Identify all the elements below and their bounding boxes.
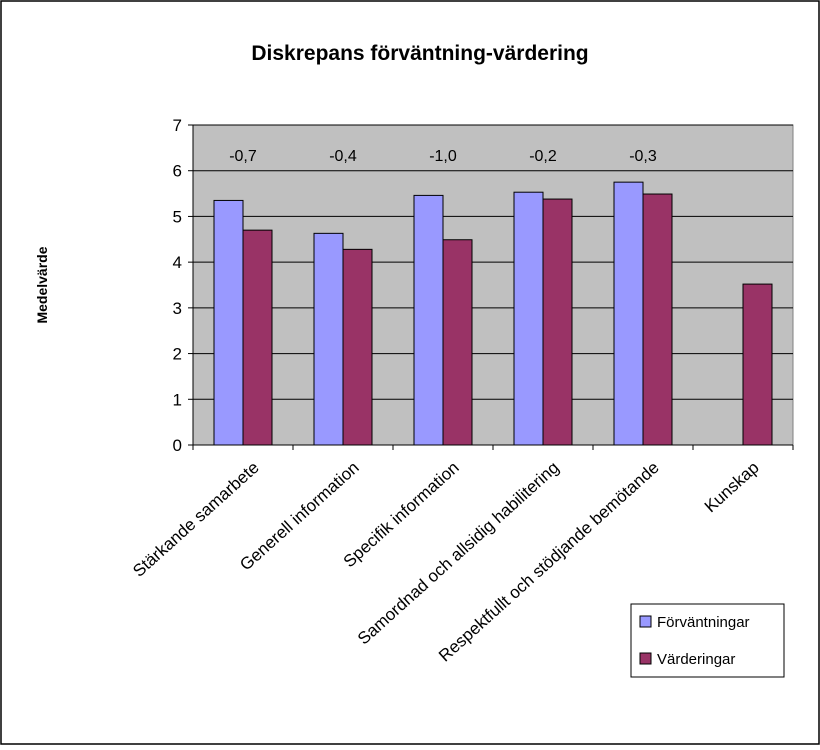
bar-forvantningar (213, 199, 244, 446)
y-tick-label: 2 (173, 345, 182, 364)
data-label-discrepancy: -0,3 (629, 148, 657, 165)
chart-title: Diskrepans förväntning-värdering (251, 42, 588, 65)
bar-forvantningar (513, 191, 544, 446)
bar-varderingar (442, 239, 473, 446)
y-tick-label: 6 (173, 162, 182, 181)
data-label-discrepancy: -0,2 (529, 148, 557, 165)
bar-varderingar (742, 283, 773, 446)
annotations: -0,7 -0,4 -1,0 -0,2 -0,3 (229, 148, 657, 165)
legend: Förväntningar Värderingar (630, 603, 785, 678)
legend-label-varderingar: Värderingar (657, 651, 735, 668)
axes (188, 124, 794, 450)
y-axis-label: Medelvärde (34, 246, 50, 323)
legend-swatch-varderingar (639, 652, 652, 665)
gridlines (193, 124, 793, 400)
y-tick-label: 7 (173, 116, 182, 135)
data-label-discrepancy: -1,0 (429, 148, 457, 165)
data-label-discrepancy: -0,4 (329, 148, 357, 165)
bar-forvantningar (413, 194, 444, 446)
legend-swatch-forvantningar (639, 615, 652, 628)
y-tick-label: 0 (173, 436, 182, 455)
plot-area (192, 124, 794, 446)
legend-label-forvantningar: Förväntningar (657, 614, 750, 631)
bar-forvantningar (313, 232, 344, 446)
bars (213, 181, 773, 446)
bar-varderingar (342, 248, 373, 446)
bar-varderingar (642, 193, 673, 446)
data-label-discrepancy: -0,7 (229, 148, 257, 165)
bar-varderingar (242, 229, 273, 446)
y-tick-label: 5 (173, 207, 182, 226)
bar-forvantningar (613, 181, 644, 446)
bar-varderingar (542, 198, 573, 446)
y-tick-label: 4 (173, 253, 182, 272)
y-tick-label: 3 (173, 299, 182, 318)
y-tick-labels: 0 1 2 3 4 5 6 7 (173, 116, 182, 455)
legend-box (630, 603, 785, 678)
y-tick-label: 1 (173, 390, 182, 409)
